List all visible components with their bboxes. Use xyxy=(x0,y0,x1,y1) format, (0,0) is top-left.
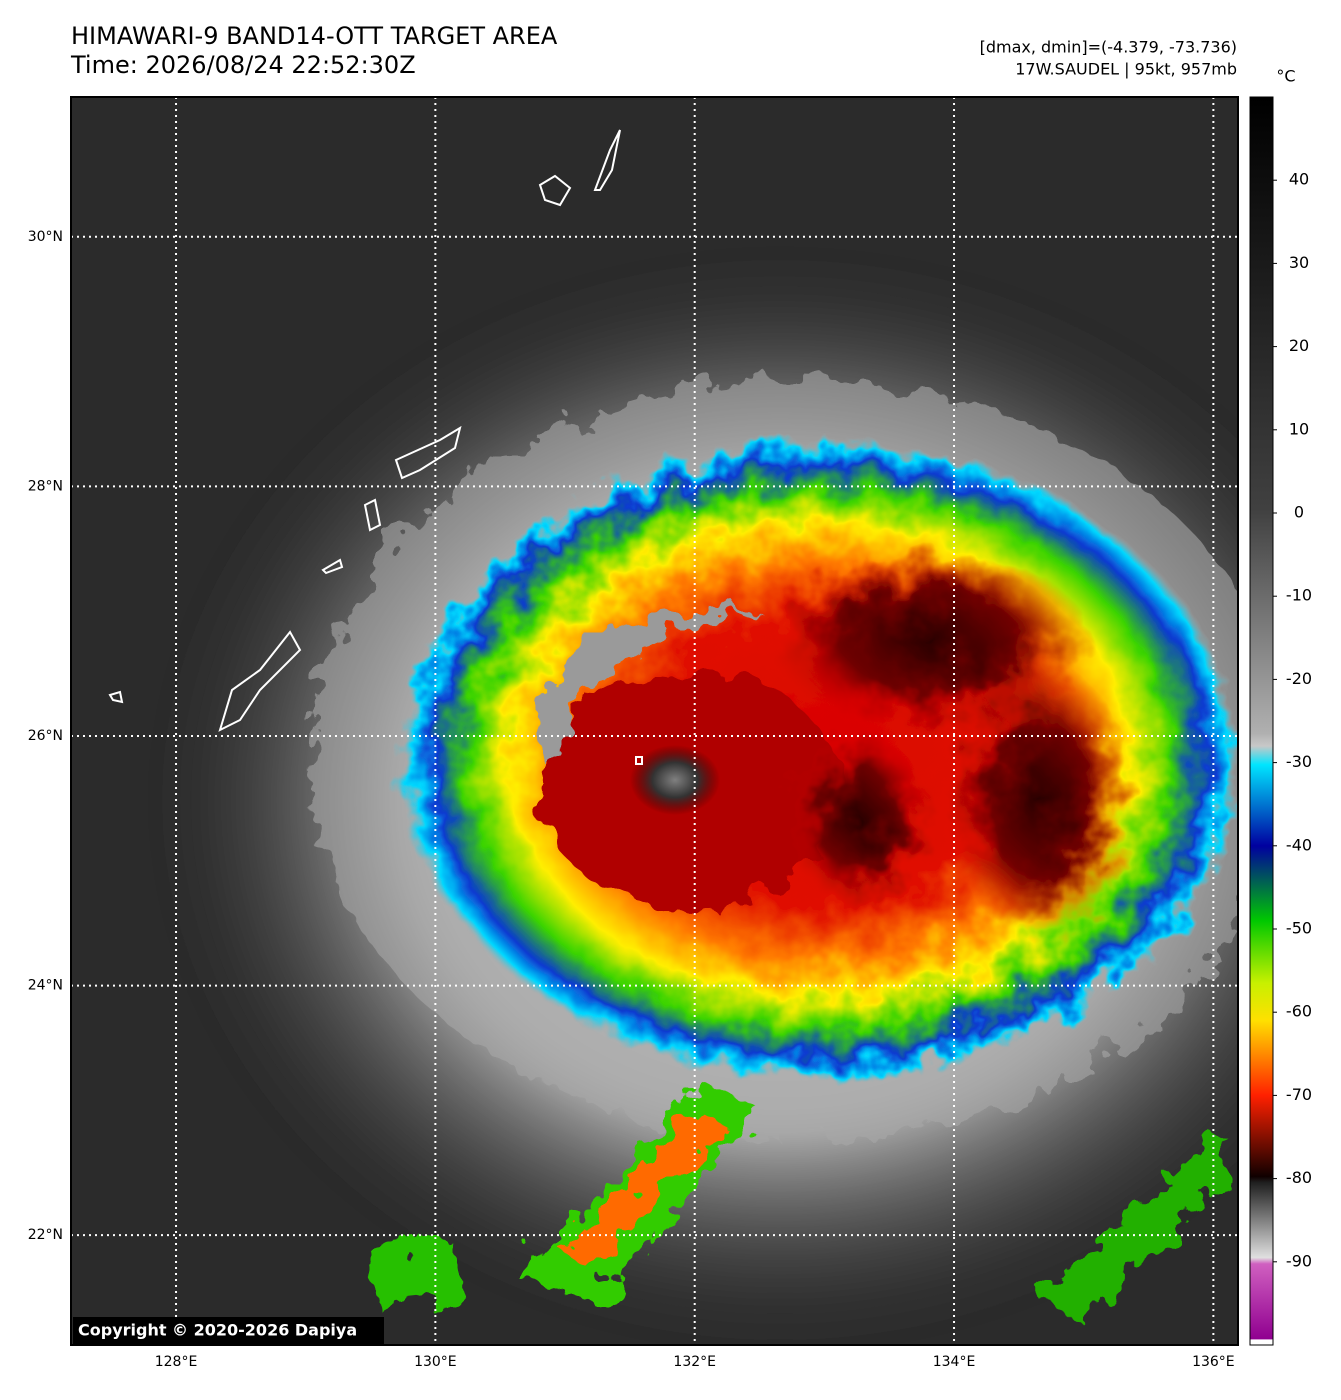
colorbar-label: -30 xyxy=(1286,752,1312,771)
lon-label: 132°E xyxy=(673,1354,716,1370)
lat-label: 28°N xyxy=(28,478,63,494)
colorbar-label: 0 xyxy=(1294,503,1304,522)
grid xyxy=(71,97,1238,1345)
colorbar-label: 40 xyxy=(1289,170,1309,189)
colorbar-label: 10 xyxy=(1289,419,1309,438)
lat-label: 30°N xyxy=(28,229,63,245)
coastlines xyxy=(108,129,643,765)
colorbar-unit: °C xyxy=(1276,67,1295,86)
lon-label: 128°E xyxy=(155,1354,198,1370)
plot-frame xyxy=(70,96,1239,1346)
lat-label: 26°N xyxy=(28,728,63,744)
lon-label: 134°E xyxy=(933,1354,976,1370)
lat-label: 22°N xyxy=(28,1227,63,1243)
range-info: [dmax, dmin]=(-4.379, -73.736) xyxy=(980,38,1237,57)
colorbar-label: -70 xyxy=(1286,1085,1312,1104)
lon-label: 130°E xyxy=(414,1354,457,1370)
colorbar-label: -50 xyxy=(1286,919,1312,938)
time: Time: 2026/08/24 22:52:30Z xyxy=(70,51,416,79)
colorbar-label: -80 xyxy=(1286,1168,1312,1187)
colorbar-label: -60 xyxy=(1286,1002,1312,1021)
copyright: Copyright © 2020-2026 Dapiya xyxy=(78,1321,357,1340)
satellite-image xyxy=(71,97,1238,1345)
colorbar xyxy=(1249,96,1274,1346)
eye xyxy=(630,745,720,815)
colorbar-label: 30 xyxy=(1289,253,1309,272)
copyright-box xyxy=(73,1317,384,1344)
lat-label: 24°N xyxy=(28,978,63,994)
colorbar-label: -90 xyxy=(1286,1251,1312,1270)
colorbar-label: 20 xyxy=(1289,336,1309,355)
lon-label: 136°E xyxy=(1192,1354,1235,1370)
title: HIMAWARI-9 BAND14-OTT TARGET AREA xyxy=(71,22,558,50)
storm-info: 17W.SAUDEL | 95kt, 957mb xyxy=(1015,60,1237,79)
colorbar-label: -20 xyxy=(1286,669,1312,688)
colorbar-label: -40 xyxy=(1286,835,1312,854)
colorbar-label: -10 xyxy=(1286,586,1312,605)
